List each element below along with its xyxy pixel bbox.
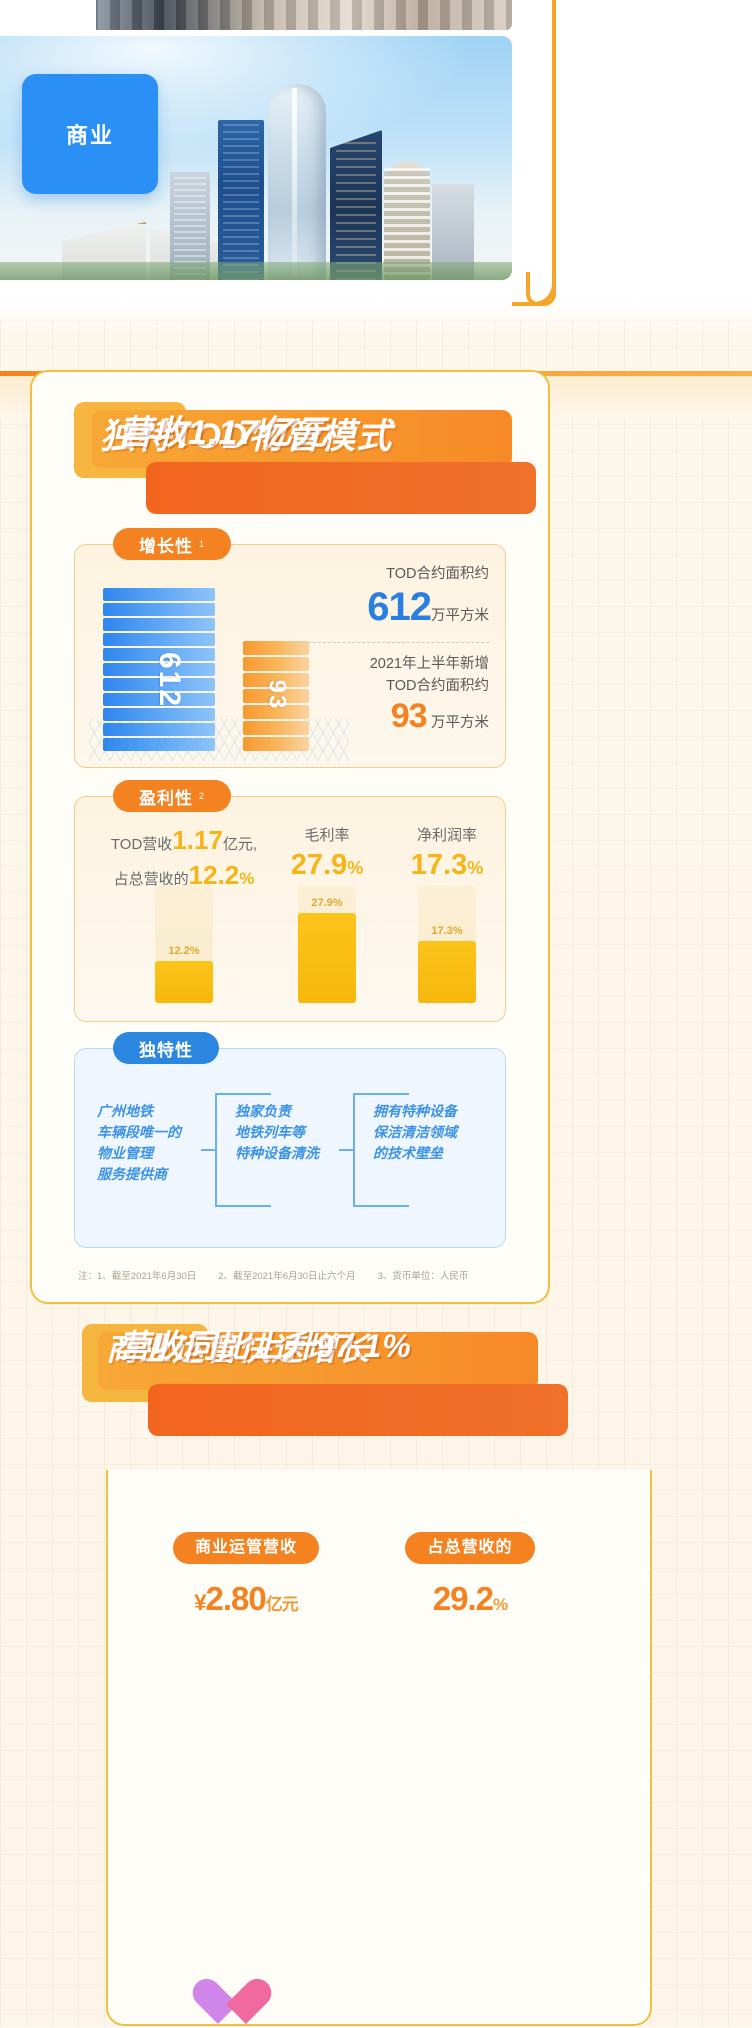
commercial-revenue-pill: 商业运管营收 xyxy=(172,1532,319,1564)
headline-line2-text: 营收1.17亿元 xyxy=(118,414,329,452)
bar-label-gross: 27.9% xyxy=(311,897,343,909)
strip-left-gap xyxy=(0,0,96,30)
net-margin-value: 17.3 xyxy=(410,849,468,881)
net-margin-title: 净利润率 xyxy=(416,827,477,844)
profit-pill-label: 盈利性 xyxy=(139,788,193,808)
commercial-headline-line1-bar xyxy=(98,1332,538,1390)
growth-item1-label: TOD合约面积约 xyxy=(386,566,489,582)
growth-item2-unit: 万平方米 xyxy=(431,715,489,731)
tower-blue xyxy=(218,120,264,280)
growth-item1-value: 612 xyxy=(367,585,432,629)
headline-line1-bar xyxy=(92,410,512,468)
orange-bracket-tip xyxy=(526,272,556,306)
commercial-hero-image: 商业 xyxy=(0,36,512,280)
tod-card: 独特TOD物管模式 营收1.17亿元 增长性 1 612 93 TOD合约面积约… xyxy=(30,370,550,1304)
growth-pill-footnote-ref: 1 xyxy=(199,539,206,549)
gross-margin-title: 毛利率 xyxy=(304,827,350,844)
growth-item2-value-row: 93 万平方米 xyxy=(293,697,489,736)
bar-fill-gross xyxy=(298,913,356,1003)
heart-icon xyxy=(192,1980,246,2028)
tod-revenue-line2-pct: % xyxy=(239,869,255,888)
bar-fill-share xyxy=(155,961,213,1003)
commercial-revenue-value-row: ¥2.80亿元 xyxy=(146,1580,346,1618)
headline-line2-bar xyxy=(146,462,536,514)
commercial-share-pill: 占总营收的 xyxy=(405,1532,535,1564)
tod-revenue-line1-prefix: TOD营收 xyxy=(110,836,173,853)
commercial-share-unit: % xyxy=(493,1595,508,1614)
tower-dark xyxy=(330,130,382,280)
profit-panel: 盈利性 2 TOD营收1.17亿元, 占总营收的12.2% 12.2% 毛利率 … xyxy=(74,780,507,1022)
growth-panel: 增长性 1 612 93 TOD合约面积约 612万平方米 2021年上半年新增… xyxy=(74,528,506,768)
profit-pill: 盈利性 2 xyxy=(113,780,232,812)
tower-main xyxy=(268,84,326,280)
city-skyline xyxy=(0,80,512,280)
unique-brace-1 xyxy=(215,1093,271,1207)
bar-label-share: 12.2% xyxy=(168,945,200,957)
footnote-1: 注：1、截至2021年6月30日 xyxy=(78,1271,197,1282)
tod-revenue-line1-value: 1.17 xyxy=(172,825,223,855)
orange-bracket-decoration xyxy=(512,0,556,306)
unique-brace-bar-2 xyxy=(339,1149,353,1151)
unique-pill: 独特性 xyxy=(113,1032,219,1064)
growth-item2-label-line2: TOD合约面积约 xyxy=(386,678,489,694)
commercial-headline: 商业运管快速增长 营收同比上升97.1% xyxy=(82,1318,568,1478)
commercial-headline-line1-text: 商业运管快速增长 xyxy=(106,1331,371,1367)
tod-revenue-text: TOD营收1.17亿元, 占总营收的12.2% xyxy=(89,825,279,895)
commercial-headline-line2-bar xyxy=(148,1384,568,1436)
growth-divider xyxy=(293,642,489,643)
tod-revenue-line1: TOD营收1.17亿元, xyxy=(89,825,279,860)
growth-pill-label: 增长性 xyxy=(139,536,193,556)
net-margin-pct: % xyxy=(467,858,484,878)
unique-column-2: 独家负责 地铁列车等 特种设备清洗 xyxy=(235,1103,319,1161)
gross-margin-stat: 毛利率 27.9% xyxy=(267,823,387,882)
tod-revenue-line1-suffix: 亿元, xyxy=(222,836,258,853)
footnote-2: 2、截至2021年6月30日止六个月 xyxy=(218,1271,356,1282)
unique-brace-bar-1 xyxy=(201,1149,215,1151)
block-stack-orange-value: 93 xyxy=(263,679,291,711)
greenery xyxy=(0,262,512,280)
commercial-card: 商业运管营收 ¥2.80亿元 占总营收的 29.2% xyxy=(106,1470,652,2026)
net-margin-value-row: 17.3% xyxy=(387,849,507,882)
bar-fill-net xyxy=(418,941,476,1003)
gross-margin-value-row: 27.9% xyxy=(267,849,387,882)
growth-item1-unit: 万平方米 xyxy=(431,608,489,624)
bar-label-net: 17.3% xyxy=(431,925,463,937)
headline-line1-text: 独特TOD物管模式 xyxy=(100,417,393,456)
gross-margin-value: 27.9 xyxy=(290,849,348,881)
commercial-revenue-stat: 商业运管营收 ¥2.80亿元 xyxy=(146,1532,346,1618)
tod-revenue-line2: 占总营收的12.2% xyxy=(89,860,279,895)
growth-stats: TOD合约面积约 612万平方米 2021年上半年新增 TOD合约面积约 93 … xyxy=(293,563,489,736)
block-stack-blue-value: 612 xyxy=(153,651,187,709)
tod-headline: 独特TOD物管模式 营收1.17亿元 xyxy=(74,402,536,514)
commercial-revenue-value: 2.80 xyxy=(205,1580,267,1617)
growth-item2-value: 93 xyxy=(390,697,428,735)
gross-margin-pct: % xyxy=(347,858,364,878)
footnotes: 注：1、截至2021年6月30日 2、截至2021年6月30日止六个月 3、货币… xyxy=(78,1268,504,1282)
commercial-revenue-currency: ¥ xyxy=(194,1590,206,1615)
commercial-share-value-row: 29.2% xyxy=(370,1580,570,1618)
unique-brace-2 xyxy=(353,1093,409,1207)
growth-item1-value-row: 612万平方米 xyxy=(293,585,489,630)
commercial-headline-line2-text: 营收同比上升97.1% xyxy=(118,1328,412,1364)
block-stack-orange xyxy=(243,641,309,753)
commercial-share-stat: 占总营收的 29.2% xyxy=(370,1532,570,1618)
net-margin-stat: 净利润率 17.3% xyxy=(387,823,507,882)
footnote-3: 3、货币单位：人民币 xyxy=(377,1271,469,1282)
unique-column-1: 广州地铁 车辆段唯一的 物业管理 服务提供商 xyxy=(97,1103,181,1182)
unique-column-3: 拥有特种设备 保洁清洁领域 的技术壁垒 xyxy=(373,1103,457,1161)
profit-pill-footnote-ref: 2 xyxy=(199,791,206,801)
block-stack-blue xyxy=(103,588,215,753)
tod-revenue-line2-prefix: 占总营收的 xyxy=(113,871,189,888)
growth-pill: 增长性 1 xyxy=(113,528,232,560)
unique-panel: 独特性 广州地铁 车辆段唯一的 物业管理 服务提供商 独家负责 地铁列车等 特种… xyxy=(74,1032,506,1248)
tower-curved xyxy=(384,162,430,280)
growth-item2-label-line1: 2021年上半年新增 xyxy=(369,656,489,672)
commercial-revenue-unit: 亿元 xyxy=(265,1595,299,1614)
hero-category-badge: 商业 xyxy=(22,74,158,194)
unique-pill-label: 独特性 xyxy=(139,1040,193,1060)
commercial-share-value: 29.2 xyxy=(432,1580,494,1617)
